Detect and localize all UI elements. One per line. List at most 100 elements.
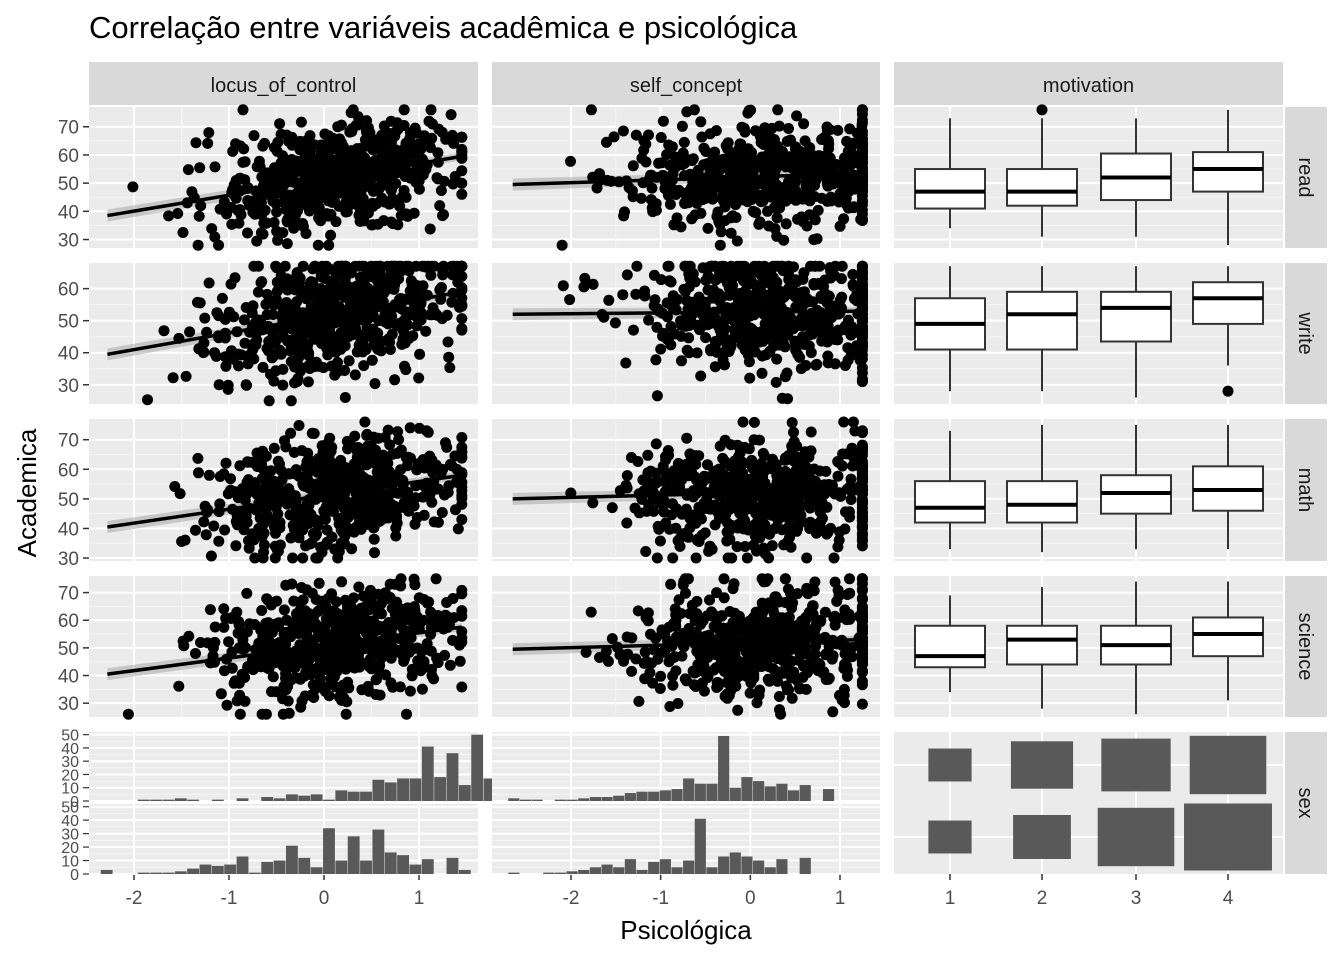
scatter-point	[684, 522, 696, 534]
scatter-point	[719, 690, 731, 702]
scatter-point	[382, 618, 394, 630]
row-strip-label: sex	[1294, 787, 1316, 818]
scatter-point	[704, 540, 716, 552]
scatter-point	[630, 288, 642, 300]
scatter-point	[719, 323, 731, 335]
scatter-point	[629, 502, 641, 514]
scatter-point	[621, 470, 633, 482]
scatter-point	[456, 432, 468, 443]
scatter-point	[199, 312, 211, 324]
scatter-point	[172, 208, 184, 219]
scatter-point	[795, 291, 807, 303]
scatter-point	[420, 325, 432, 337]
scatter-point	[448, 137, 460, 149]
scatter-point	[327, 340, 339, 352]
scatter-point	[278, 332, 290, 343]
scatter-point	[273, 620, 285, 632]
scatter-point	[260, 298, 272, 310]
scatter-point	[754, 216, 766, 228]
scatter-point	[771, 353, 783, 365]
scatter-point	[684, 260, 696, 272]
scatter-point	[446, 296, 458, 308]
regression-line	[512, 171, 863, 187]
scatter-point	[856, 213, 868, 225]
scatter-point	[443, 351, 455, 363]
scatter-point	[456, 451, 468, 463]
scatter-point	[439, 649, 451, 661]
scatter-point	[219, 665, 230, 677]
scatter-point	[782, 468, 794, 480]
y-tick-label: 70	[58, 431, 79, 452]
scatter-point	[386, 602, 398, 614]
scatter-point	[353, 581, 365, 593]
scatter-point	[691, 595, 703, 607]
scatter-point	[358, 590, 369, 602]
regression-line	[512, 488, 863, 501]
scatter-point	[760, 126, 772, 138]
scatter-point	[204, 604, 216, 616]
scatter-point	[430, 573, 442, 585]
scatter-point	[317, 302, 329, 314]
scatter-point	[404, 685, 416, 697]
scatter-point	[743, 192, 755, 204]
scatter-point	[215, 688, 227, 700]
scatter-point	[763, 161, 775, 173]
row-strip	[1285, 419, 1327, 561]
scatter-point	[764, 503, 775, 515]
scatter-point	[418, 594, 430, 605]
scatter-point	[427, 302, 439, 314]
scatter-point	[285, 323, 297, 335]
scatter-point	[658, 506, 670, 518]
y-tick-label: 30	[58, 694, 79, 715]
scatter-point	[320, 507, 332, 519]
scatter-point	[280, 638, 292, 650]
scatter-point	[218, 621, 230, 633]
scatter-point	[281, 215, 293, 227]
scatter-point	[280, 684, 292, 696]
scatter-point	[844, 573, 855, 585]
scatter-point	[720, 140, 732, 152]
scatter-point	[314, 604, 326, 616]
scatter-point	[819, 150, 831, 162]
regression-line	[107, 625, 462, 676]
scatter-point	[782, 536, 794, 548]
y-tick-label: 30	[58, 376, 79, 397]
scatter-point	[422, 426, 434, 438]
scatter-point	[724, 342, 736, 354]
scatter-point	[283, 468, 295, 480]
scatter-point	[423, 115, 435, 127]
scatter-point	[771, 212, 783, 224]
scatter-point	[662, 260, 674, 272]
scatter-point	[786, 692, 798, 704]
scatter-point	[278, 604, 290, 616]
scatter-point	[825, 522, 837, 534]
scatter-point	[303, 350, 314, 361]
box	[1192, 151, 1264, 193]
box	[1192, 281, 1264, 325]
scatter-point	[384, 578, 396, 590]
scatter-point	[721, 276, 733, 288]
scatter-point	[395, 464, 407, 476]
scatter-point	[710, 125, 722, 137]
scatter-point	[772, 497, 784, 509]
scatter-point	[783, 123, 794, 134]
scatter-point	[676, 120, 688, 132]
scatter-point	[234, 140, 246, 152]
scatter-point	[392, 426, 404, 438]
scatter-point	[235, 209, 247, 221]
scatter-point	[365, 267, 377, 279]
scatter-point	[843, 185, 855, 197]
scatter-point	[330, 596, 342, 608]
scatter-point	[286, 139, 298, 151]
scatter-point	[808, 155, 820, 167]
column-strip	[894, 62, 1283, 105]
scatter-point	[434, 284, 446, 296]
row-strip	[1285, 576, 1327, 717]
scatter-point	[286, 131, 298, 143]
scatter-point	[856, 427, 868, 439]
scatter-point	[681, 458, 693, 470]
scatter-point	[736, 339, 748, 351]
scatter-point	[268, 375, 280, 387]
scatter-point	[691, 474, 703, 486]
scatter-point	[682, 186, 694, 198]
